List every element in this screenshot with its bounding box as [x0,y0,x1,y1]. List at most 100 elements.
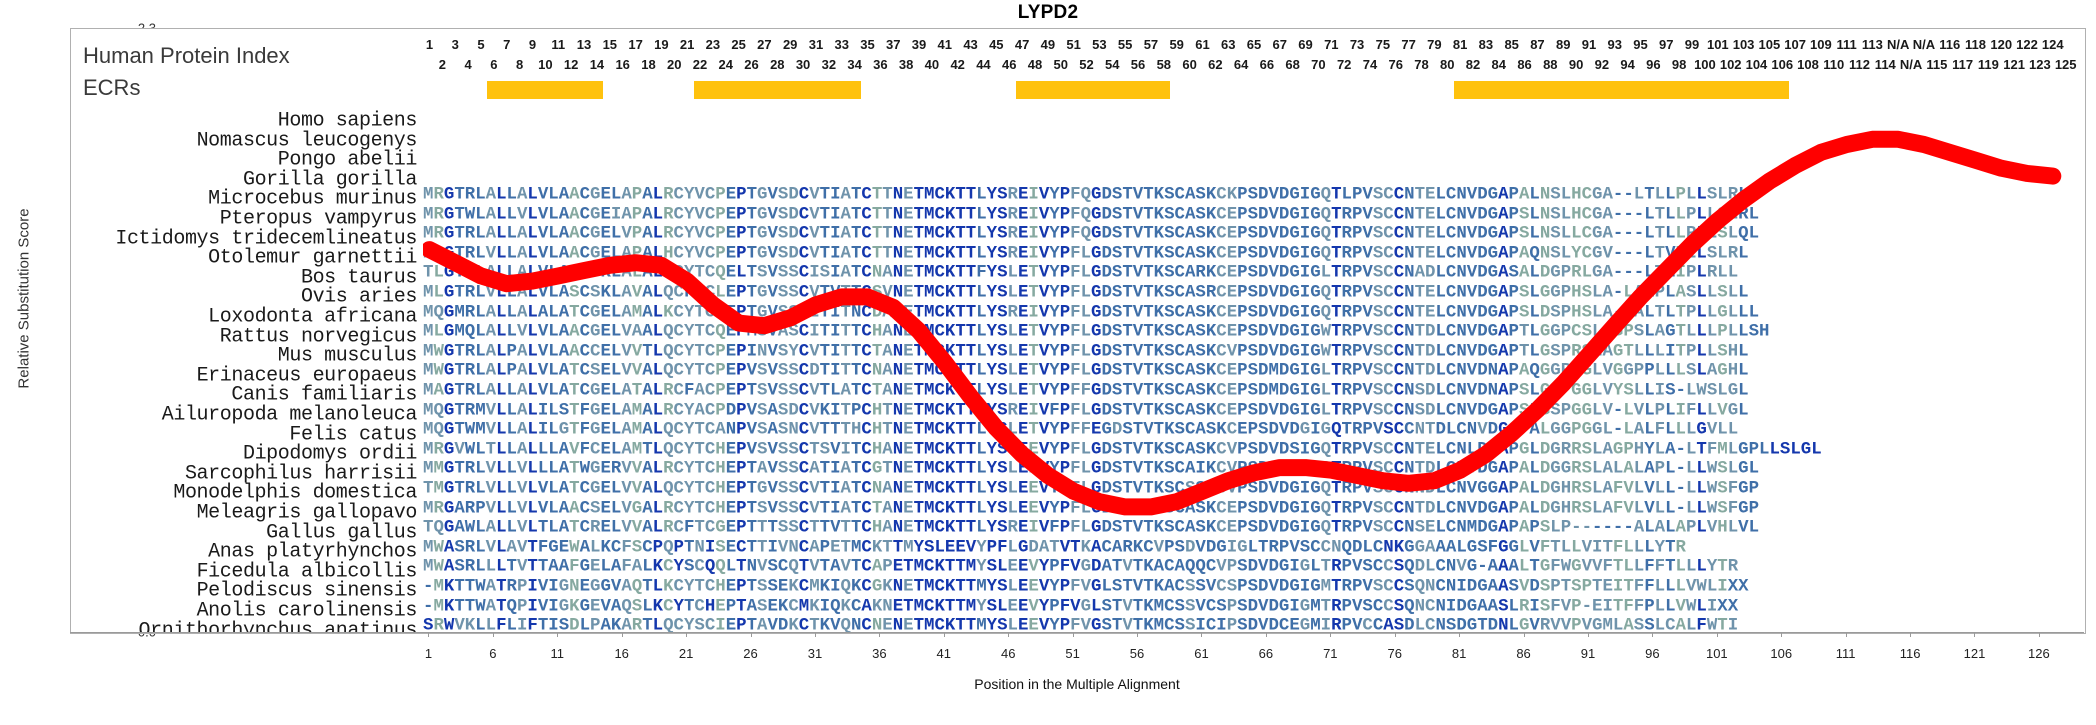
x-tick-label: 121 [1963,646,1986,661]
protein-index-number: 95 [1633,37,1648,52]
protein-index-number: 120 [1990,37,2013,52]
x-tick-mark [1394,632,1396,637]
x-tick-mark [1072,632,1074,637]
sequence-row: MQGMRLALLALALATCGELAMALKCYTCLEPTGVSSCITI… [423,303,1759,323]
y-axis-label: Relative Substitution Score [15,208,33,389]
sequence-row: MRGTRLVLLALVLAACGELAPALHCYVCPEPTGVSDCVTI… [423,244,1749,264]
protein-index-number: 72 [1336,57,1352,72]
species-label: Felis catus [289,423,417,447]
protein-index-number: 14 [589,57,605,72]
x-tick-label: 81 [1451,646,1467,661]
protein-index-number: 116 [1939,37,1961,52]
protein-index-number: 62 [1208,57,1223,72]
x-axis-label: Position in the Multiple Alignment [974,676,1180,692]
protein-index-number: 101 [1706,37,1729,52]
protein-index-number: 115 [1926,57,1948,72]
ecr-bar [487,81,604,99]
x-tick-mark [1974,632,1976,637]
protein-index-number: 105 [1758,37,1781,52]
protein-index-number: 93 [1607,37,1622,52]
protein-index-number: 7 [503,37,511,52]
protein-index-number: 91 [1581,37,1597,52]
x-axis: 1 6 11 16 21 26 31 36 41 46 51 56 61 66 71 76 81 86 91 96 10… [70,632,2084,692]
protein-index-number: 4 [464,57,472,72]
sequence-row: MWASRLLLTVTTAAFGELAFALKCYSCQQLTNVSCQTVTA… [423,557,1739,577]
protein-index-number: 49 [1040,37,1056,52]
x-tick-mark [1137,632,1139,637]
protein-index-number: 114 [1874,57,1896,72]
protein-index-number: 92 [1594,57,1610,72]
x-tick-mark [1008,632,1010,637]
protein-index-number: 6 [490,57,498,72]
protein-index-number: 64 [1233,57,1249,72]
protein-index-number: 106 [1771,57,1794,72]
species-label: Ornithorhynchus anatinus [138,619,418,634]
species-label: Homo sapiens [277,109,418,133]
protein-index-number: 29 [782,37,798,52]
protein-index-number: 38 [898,57,914,72]
sequence-row: -MKTTWATQPIVIGKGEVAQSLKCYTCHEPTASEKCMKIQ… [423,597,1739,617]
sequence-row: MRGTWLALLVLVLAACGEIAPALRCYVCPEPTGVSDCVTI… [423,205,1759,225]
species-label: Ailuropoda melanoleuca [161,403,418,427]
x-tick-mark [1845,632,1847,637]
protein-index-number: 33 [834,37,849,52]
protein-index-number: 68 [1285,57,1300,72]
protein-index-number: 53 [1092,37,1107,52]
protein-index-number: 3 [451,37,459,52]
protein-index-number: 51 [1066,37,1081,52]
x-tick-label: 16 [614,646,629,661]
protein-index-number: 124 [2041,37,2064,52]
protein-index-number: 102 [1719,57,1742,72]
x-tick-label: 36 [872,646,887,661]
protein-index-number: 41 [937,37,953,52]
sequence-row: MWASRLVLAVTFGEWALKCFSCPQPTNISECTTIVNCAPE… [423,538,1686,558]
protein-index-number: N/A [1899,57,1923,72]
x-tick-label: 6 [489,646,497,661]
sequence-row: TMGTRLVLLVLVLATCGELVVALQCYTCHEPTGVSSCVTI… [423,479,1759,499]
protein-index-number: 123 [2029,57,2051,72]
protein-index-number: 100 [1694,57,1716,72]
x-tick-mark [492,632,494,637]
protein-index-number: 58 [1156,57,1172,72]
x-tick-label: 116 [1899,646,1921,661]
species-label: Rattus norvegicus [219,325,418,349]
ecr-bar [693,81,862,99]
protein-index-number: 110 [1823,57,1845,72]
alignment-plot: Human Protein Index ECRs Homo sapiens Nom… [70,28,2086,634]
ecr-bar [1453,81,1789,99]
protein-index-number: 31 [808,37,824,52]
ecr-band [423,81,2085,99]
species-label: Anolis carolinensis [196,599,418,623]
protein-index-number: 77 [1401,37,1416,52]
protein-index-number: 32 [821,57,837,72]
species-label: Pongo abelii [277,148,418,172]
protein-index-number: 67 [1272,37,1287,52]
protein-index-number: 103 [1732,37,1755,52]
protein-index-number: 86 [1517,57,1532,72]
x-tick-mark [2038,632,2040,637]
species-label: Bos taurus [300,266,417,290]
protein-index-number: 90 [1568,57,1584,72]
protein-index-number: 57 [1143,37,1159,52]
protein-index-number: 50 [1053,57,1068,72]
protein-index-number: 76 [1388,57,1403,72]
protein-index-number: 54 [1105,57,1120,72]
protein-index-number: 109 [1810,37,1832,52]
protein-index-numbering: 1 3 5 7 9 11 13 15 17 19 21 23 25 27 29 31 33 35 37 39 41 43 4… [423,29,2085,85]
protein-index-number: 19 [654,37,669,52]
x-tick-label: 11 [550,646,565,661]
protein-index-number: 8 [516,57,524,72]
species-label: Gallus gallus [266,521,417,545]
sequence-row: MRGTRLALLALVLAACGELVPALRCYVCPEPTGVSDCVTI… [423,224,1759,244]
protein-index-number: 79 [1427,37,1442,52]
x-tick-mark [814,632,816,637]
x-tick-mark [943,632,945,637]
protein-index-number: 112 [1849,57,1871,72]
protein-index-number: 122 [2016,37,2038,52]
protein-index-number: 16 [615,57,630,72]
protein-index-number: N/A [1886,37,1910,52]
species-label: Meleagris gallopavo [196,501,418,525]
protein-index-number: 36 [873,57,888,72]
sequence-row: MWGTRLALPALVLATCSELVVALQCYTCPEPVSVSSCDTI… [423,361,1749,381]
protein-index-number: 71 [1324,37,1339,52]
